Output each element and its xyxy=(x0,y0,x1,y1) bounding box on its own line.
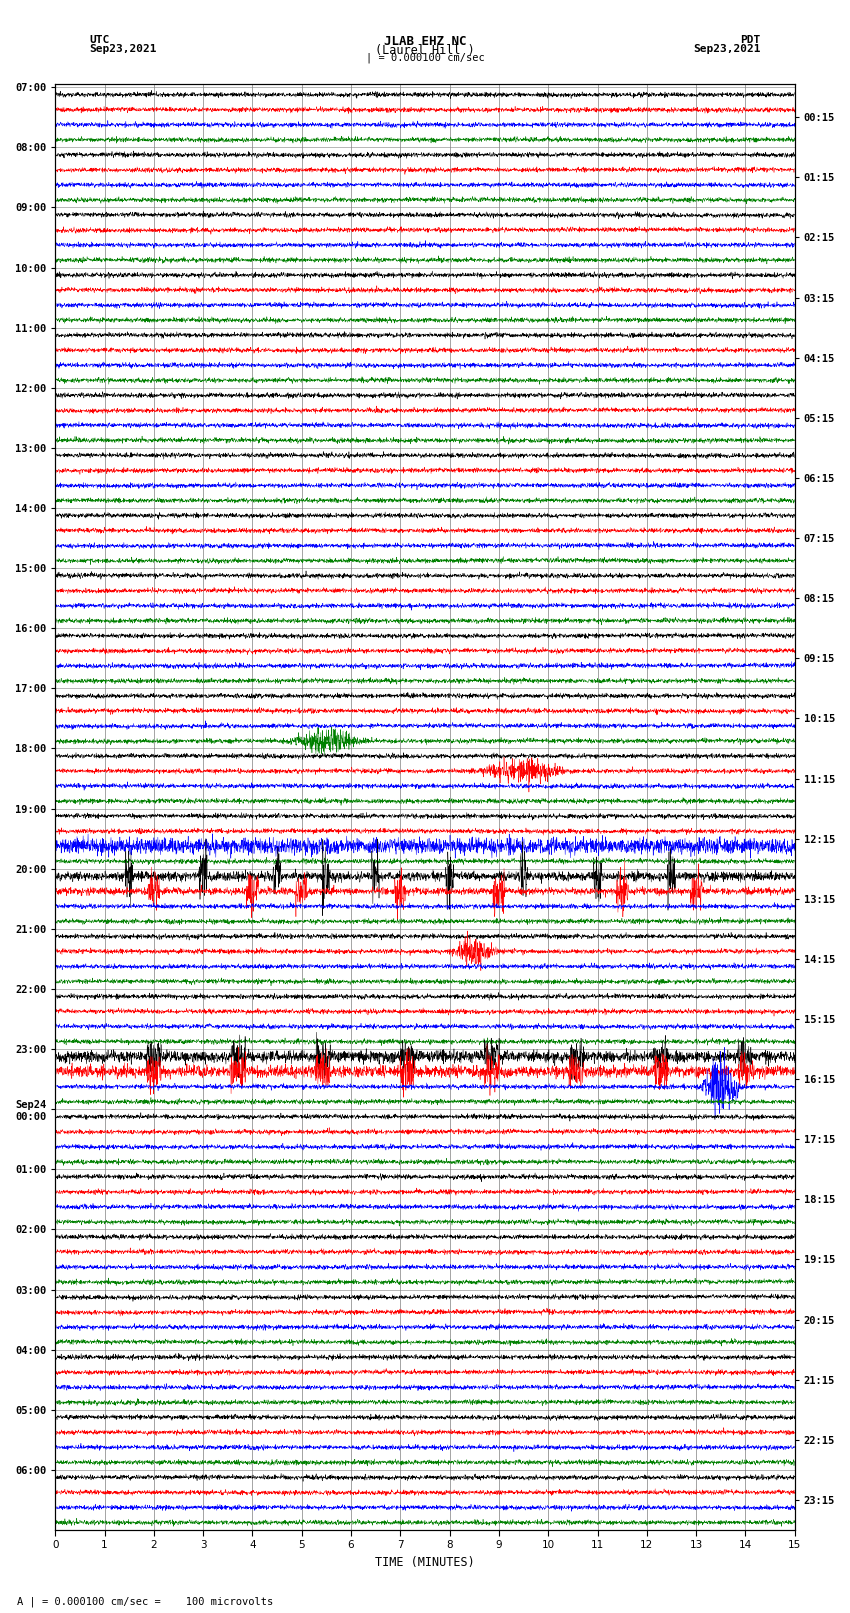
X-axis label: TIME (MINUTES): TIME (MINUTES) xyxy=(375,1557,475,1569)
Text: Sep23,2021: Sep23,2021 xyxy=(89,44,156,53)
Text: Sep23,2021: Sep23,2021 xyxy=(694,44,761,53)
Text: (Laurel Hill ): (Laurel Hill ) xyxy=(375,44,475,56)
Text: UTC: UTC xyxy=(89,35,110,45)
Text: PDT: PDT xyxy=(740,35,761,45)
Text: | = 0.000100 cm/sec: | = 0.000100 cm/sec xyxy=(366,52,484,63)
Text: A | = 0.000100 cm/sec =    100 microvolts: A | = 0.000100 cm/sec = 100 microvolts xyxy=(17,1595,273,1607)
Text: JLAB EHZ NC: JLAB EHZ NC xyxy=(383,35,467,48)
